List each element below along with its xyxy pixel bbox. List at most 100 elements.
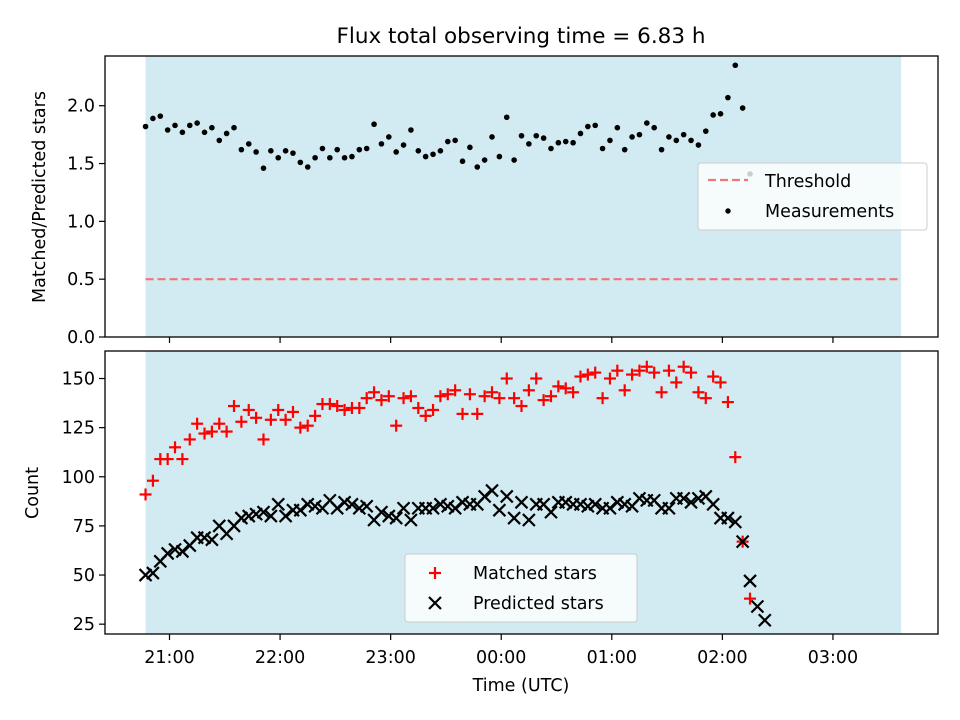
measurement-point xyxy=(577,130,584,137)
matched-stars-point xyxy=(714,376,727,389)
matched-stars-point xyxy=(603,372,616,385)
measurement-point xyxy=(629,134,635,140)
measurement-point xyxy=(157,113,164,119)
predicted-stars-point xyxy=(264,509,278,523)
matched-stars-point xyxy=(434,390,447,403)
predicted-stars-point xyxy=(499,489,514,504)
matched-stars-point xyxy=(235,415,248,428)
x-tick-label: 23:00 xyxy=(365,648,415,668)
matched-stars-point xyxy=(677,360,690,373)
legend-predicted-label: Predicted stars xyxy=(473,594,604,614)
matched-stars-point xyxy=(382,390,395,403)
y-tick-label: 125 xyxy=(62,419,95,439)
matched-stars-point xyxy=(397,392,410,405)
matched-stars-point xyxy=(463,388,476,401)
matched-stars-point xyxy=(368,386,381,399)
matched-stars-point xyxy=(559,382,572,395)
y-tick-label: 1.0 xyxy=(67,212,95,232)
measurement-point xyxy=(201,129,208,136)
x-tick-label: 00:00 xyxy=(476,648,526,668)
y-tick-label: 150 xyxy=(62,370,95,390)
predicted-stars-point xyxy=(146,566,160,580)
matched-stars-point xyxy=(286,405,299,418)
measurement-point xyxy=(599,145,606,152)
matched-stars-point xyxy=(456,407,469,420)
measurement-point xyxy=(489,134,495,140)
predicted-stars-point xyxy=(396,501,411,516)
predicted-stars-point xyxy=(271,497,286,512)
matched-stars-point xyxy=(419,409,432,422)
measurement-point xyxy=(209,124,215,131)
matched-stars-point xyxy=(655,386,668,399)
measurement-point xyxy=(444,138,451,145)
predicted-stars-point xyxy=(522,513,536,527)
measurement-point xyxy=(658,146,665,153)
measurement-point xyxy=(570,139,576,146)
measurement-point xyxy=(437,148,444,154)
measurement-point xyxy=(725,94,731,101)
measurement-point xyxy=(614,124,621,131)
legend-threshold-label: Threshold xyxy=(764,172,851,192)
matched-stars-point xyxy=(471,407,484,420)
y-tick-label: 0.5 xyxy=(67,270,95,290)
measurement-point xyxy=(275,154,282,161)
measurement-point xyxy=(238,146,245,153)
measurement-point xyxy=(592,122,599,129)
matched-stars-point xyxy=(301,419,314,432)
measurement-point xyxy=(717,111,724,117)
measurement-point xyxy=(297,159,304,166)
x-tick-label: 02:00 xyxy=(697,648,747,668)
matched-stars-point xyxy=(699,392,712,405)
measurement-point xyxy=(533,132,540,139)
matched-stars-point xyxy=(449,384,462,397)
predicted-stars-point xyxy=(507,511,521,525)
measurement-point xyxy=(636,131,643,138)
top-y-axis-label: Matched/Predicted stars xyxy=(30,91,50,303)
matched-stars-point xyxy=(478,390,491,403)
matched-stars-point xyxy=(139,488,152,501)
predicted-stars-point xyxy=(662,501,676,516)
measurement-point xyxy=(194,120,200,126)
measurement-point xyxy=(408,127,414,133)
matched-stars-point xyxy=(537,394,550,407)
matched-stars-point xyxy=(640,360,653,373)
measurement-point xyxy=(282,148,289,154)
measurement-point xyxy=(216,137,223,144)
top-x-tick-marks xyxy=(168,337,834,343)
matched-stars-point xyxy=(611,364,624,377)
matched-stars-point xyxy=(169,441,182,454)
matched-stars-point xyxy=(707,370,720,383)
matched-stars-point xyxy=(633,364,646,377)
measurement-point xyxy=(526,141,532,147)
matched-stars-point xyxy=(581,368,594,381)
measurement-point xyxy=(430,151,436,158)
legend-matched-label: Matched stars xyxy=(473,564,597,584)
matched-stars-point xyxy=(530,372,543,385)
measurement-point xyxy=(474,164,481,170)
matched-stars-point xyxy=(213,417,226,430)
matched-stars-point xyxy=(441,388,454,401)
measurement-point xyxy=(231,124,237,131)
bottom-legend: Matched stars Predicted stars xyxy=(404,553,638,623)
matched-stars-point xyxy=(272,403,285,416)
predicted-stars-point xyxy=(676,491,691,506)
matched-stars-point xyxy=(500,372,513,385)
measurement-point xyxy=(732,62,739,69)
measurement-point xyxy=(393,149,399,155)
measurement-point xyxy=(481,157,488,163)
matched-stars-point xyxy=(515,400,528,413)
measurement-point xyxy=(186,122,193,129)
x-axis: 21:00 22:00 23:00 00:00 01:00 02:00 03:00 xyxy=(144,634,858,668)
matched-stars-point xyxy=(309,409,322,422)
measurement-point xyxy=(695,142,702,148)
matched-stars-point xyxy=(589,366,602,379)
matched-stars-point xyxy=(257,433,270,446)
matched-stars-point xyxy=(360,392,373,405)
measurement-point xyxy=(179,129,186,136)
predicted-stars-point xyxy=(205,532,219,547)
measurement-point xyxy=(607,137,613,144)
matched-stars-point xyxy=(744,592,757,605)
predicted-stars-point xyxy=(735,534,750,549)
measurement-point xyxy=(518,132,525,139)
measurements-marks xyxy=(142,62,753,177)
